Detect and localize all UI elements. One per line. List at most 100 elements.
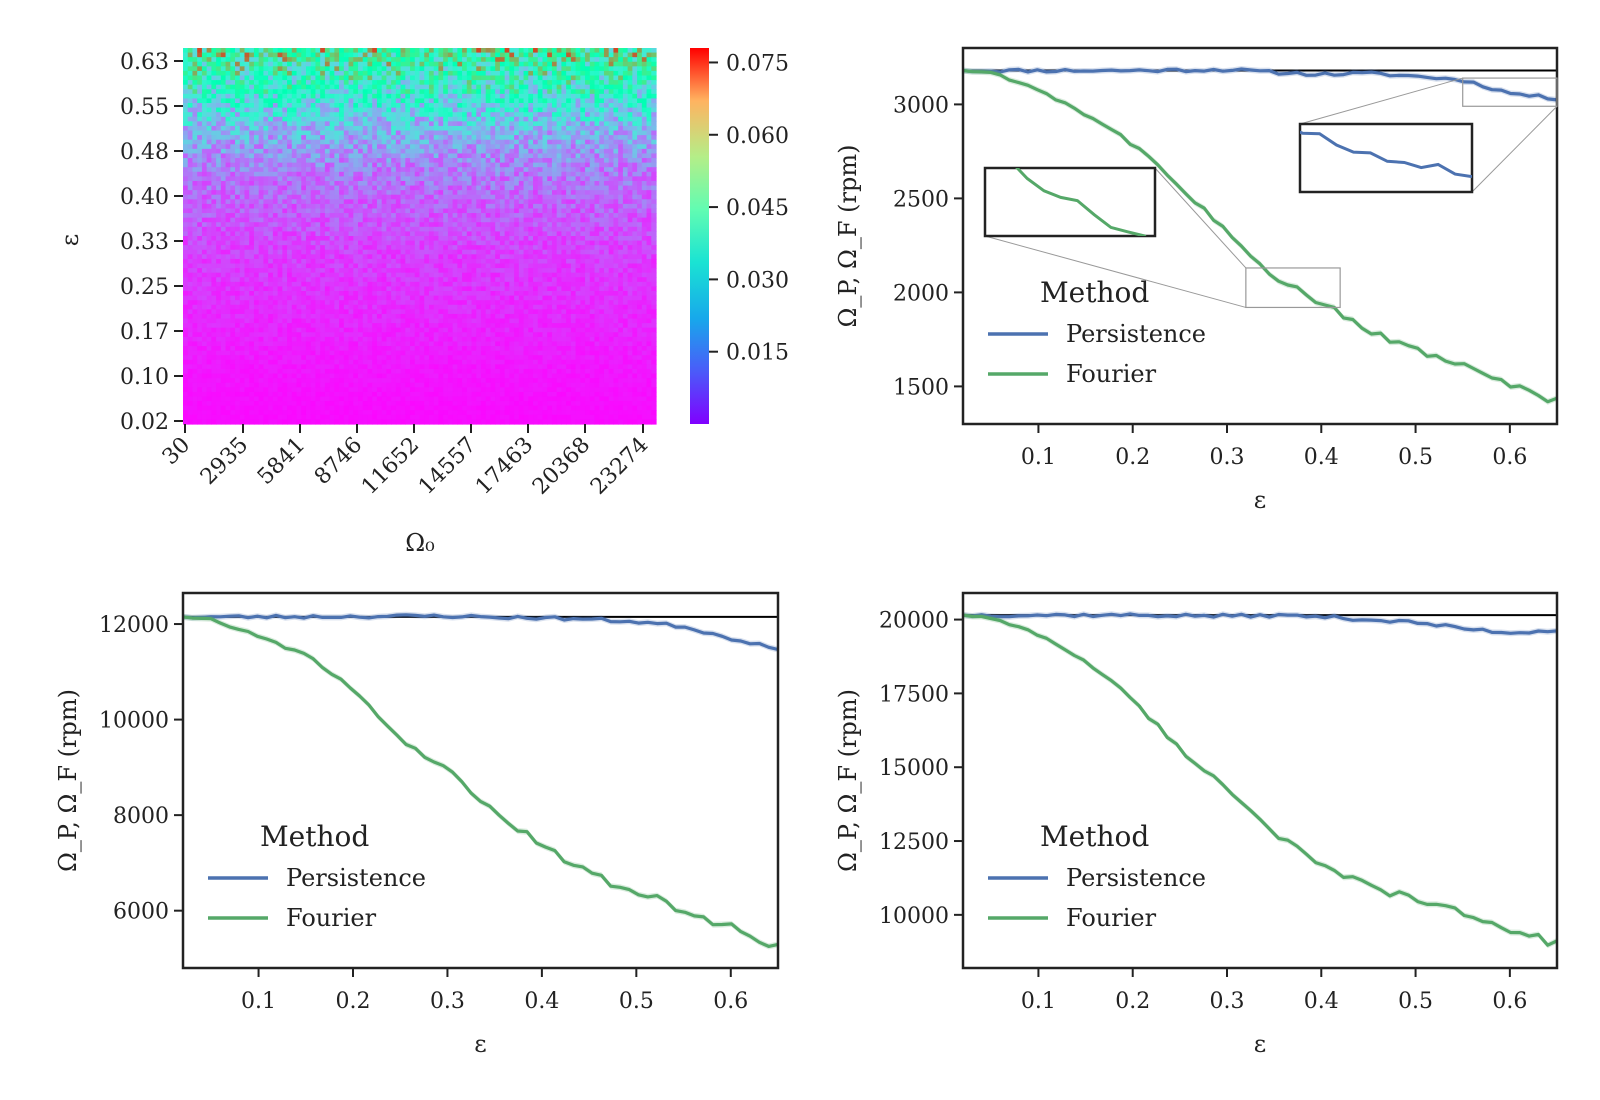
heatmap-cell xyxy=(263,236,269,242)
heatmap-cell xyxy=(367,258,373,265)
heatmap-cell xyxy=(599,185,605,191)
heatmap-cell xyxy=(419,226,425,233)
heatmap-cell xyxy=(334,135,340,141)
heatmap-cell xyxy=(457,226,463,233)
heatmap-cell xyxy=(419,121,425,127)
heatmap-cell xyxy=(457,272,463,278)
heatmap-cell xyxy=(523,139,529,145)
heatmap-cell xyxy=(457,52,463,58)
heatmap-cell xyxy=(537,52,544,58)
heatmap-cell xyxy=(381,263,387,269)
heatmap-cell xyxy=(637,245,643,251)
heatmap-cell xyxy=(315,199,321,205)
heatmap-cell xyxy=(400,139,406,145)
heatmap-cell xyxy=(651,89,657,95)
heatmap-cell xyxy=(542,194,548,200)
heatmap-cell xyxy=(599,217,605,223)
heatmap-cell xyxy=(244,135,250,141)
heatmap-cell xyxy=(495,89,501,95)
heatmap-cell xyxy=(386,158,392,164)
heatmap-cell xyxy=(637,112,643,118)
heatmap-cell xyxy=(287,98,293,104)
heatmap-cell xyxy=(410,254,416,260)
heatmap-cell xyxy=(206,167,212,173)
heatmap-cell xyxy=(428,66,435,72)
heatmap-cell xyxy=(381,112,387,118)
heatmap-cell xyxy=(230,194,236,200)
heatmap-cell xyxy=(296,125,302,132)
heatmap-cell xyxy=(466,116,473,122)
heatmap-cell xyxy=(301,116,307,122)
heatmap-cell xyxy=(310,153,317,159)
heatmap-cell xyxy=(575,217,581,223)
heatmap-cell xyxy=(428,217,435,223)
heatmap-cell xyxy=(428,258,435,265)
heatmap-cell xyxy=(570,139,577,145)
heatmap-cell xyxy=(599,231,605,237)
heatmap-cell xyxy=(419,236,425,242)
heatmap-cell xyxy=(239,84,246,90)
heatmap-cell xyxy=(291,116,298,122)
heatmap-cell xyxy=(570,268,577,274)
heatmap-cell xyxy=(447,158,454,164)
heatmap-cell xyxy=(320,236,326,242)
heatmap-cell xyxy=(547,231,553,237)
heatmap-cell xyxy=(551,48,558,54)
heatmap-cell xyxy=(641,112,648,118)
heatmap-cell xyxy=(613,213,619,219)
heatmap-cell xyxy=(287,61,293,67)
heatmap-cell xyxy=(641,268,648,274)
heatmap-cell xyxy=(608,57,615,63)
heatmap-cell xyxy=(367,70,373,77)
heatmap-cell xyxy=(258,48,265,54)
heatmap-cell xyxy=(405,222,411,228)
heatmap-cell xyxy=(216,272,222,278)
heatmap-cell xyxy=(528,130,534,136)
heatmap-cell xyxy=(353,153,359,159)
heatmap-cell xyxy=(211,236,217,242)
heatmap-cell xyxy=(603,130,610,136)
heatmap-cell xyxy=(419,139,425,145)
heatmap-cell xyxy=(561,52,567,58)
heatmap-cell xyxy=(235,107,241,113)
heatmap-cell xyxy=(220,98,227,104)
heatmap-cell xyxy=(566,93,572,100)
heatmap-cell xyxy=(641,258,648,265)
heatmap-cell xyxy=(518,231,525,237)
heatmap-cell xyxy=(372,272,378,278)
heatmap-cell xyxy=(272,61,279,67)
heatmap-cell xyxy=(651,194,657,200)
heatmap-cell xyxy=(410,103,416,109)
heatmap-cell xyxy=(566,162,572,168)
heatmap-cell xyxy=(580,263,586,269)
heatmap-cell xyxy=(395,80,402,86)
heatmap-cell xyxy=(395,75,402,81)
heatmap-cell xyxy=(315,213,321,219)
heatmap-cell xyxy=(466,190,473,196)
heatmap-cell xyxy=(471,112,477,118)
heatmap-cell xyxy=(428,98,435,104)
heatmap-cell xyxy=(504,162,510,168)
heatmap-cell xyxy=(504,158,510,164)
heatmap-cell xyxy=(305,171,312,177)
heatmap-cell xyxy=(518,190,525,196)
heatmap-cell xyxy=(471,258,477,265)
heatmap-cell xyxy=(447,185,454,191)
heatmap-cell xyxy=(391,190,397,196)
heatmap-cell xyxy=(428,162,435,168)
heatmap-cell xyxy=(547,116,553,122)
heatmap-cell xyxy=(589,52,596,58)
heatmap-cell xyxy=(362,125,369,132)
heatmap-cell xyxy=(561,190,567,196)
heatmap-cell xyxy=(296,107,302,113)
heatmap-cell xyxy=(509,130,515,136)
heatmap-cell xyxy=(291,254,298,260)
heatmap-cell xyxy=(528,194,534,200)
heatmap-cell xyxy=(433,107,440,113)
heatmap-cell xyxy=(566,70,572,77)
heatmap-cell xyxy=(452,217,458,223)
heatmap-cell xyxy=(216,213,222,219)
heatmap-cell xyxy=(362,231,369,237)
heatmap-cell xyxy=(641,176,648,182)
heatmap-cell xyxy=(272,268,279,274)
